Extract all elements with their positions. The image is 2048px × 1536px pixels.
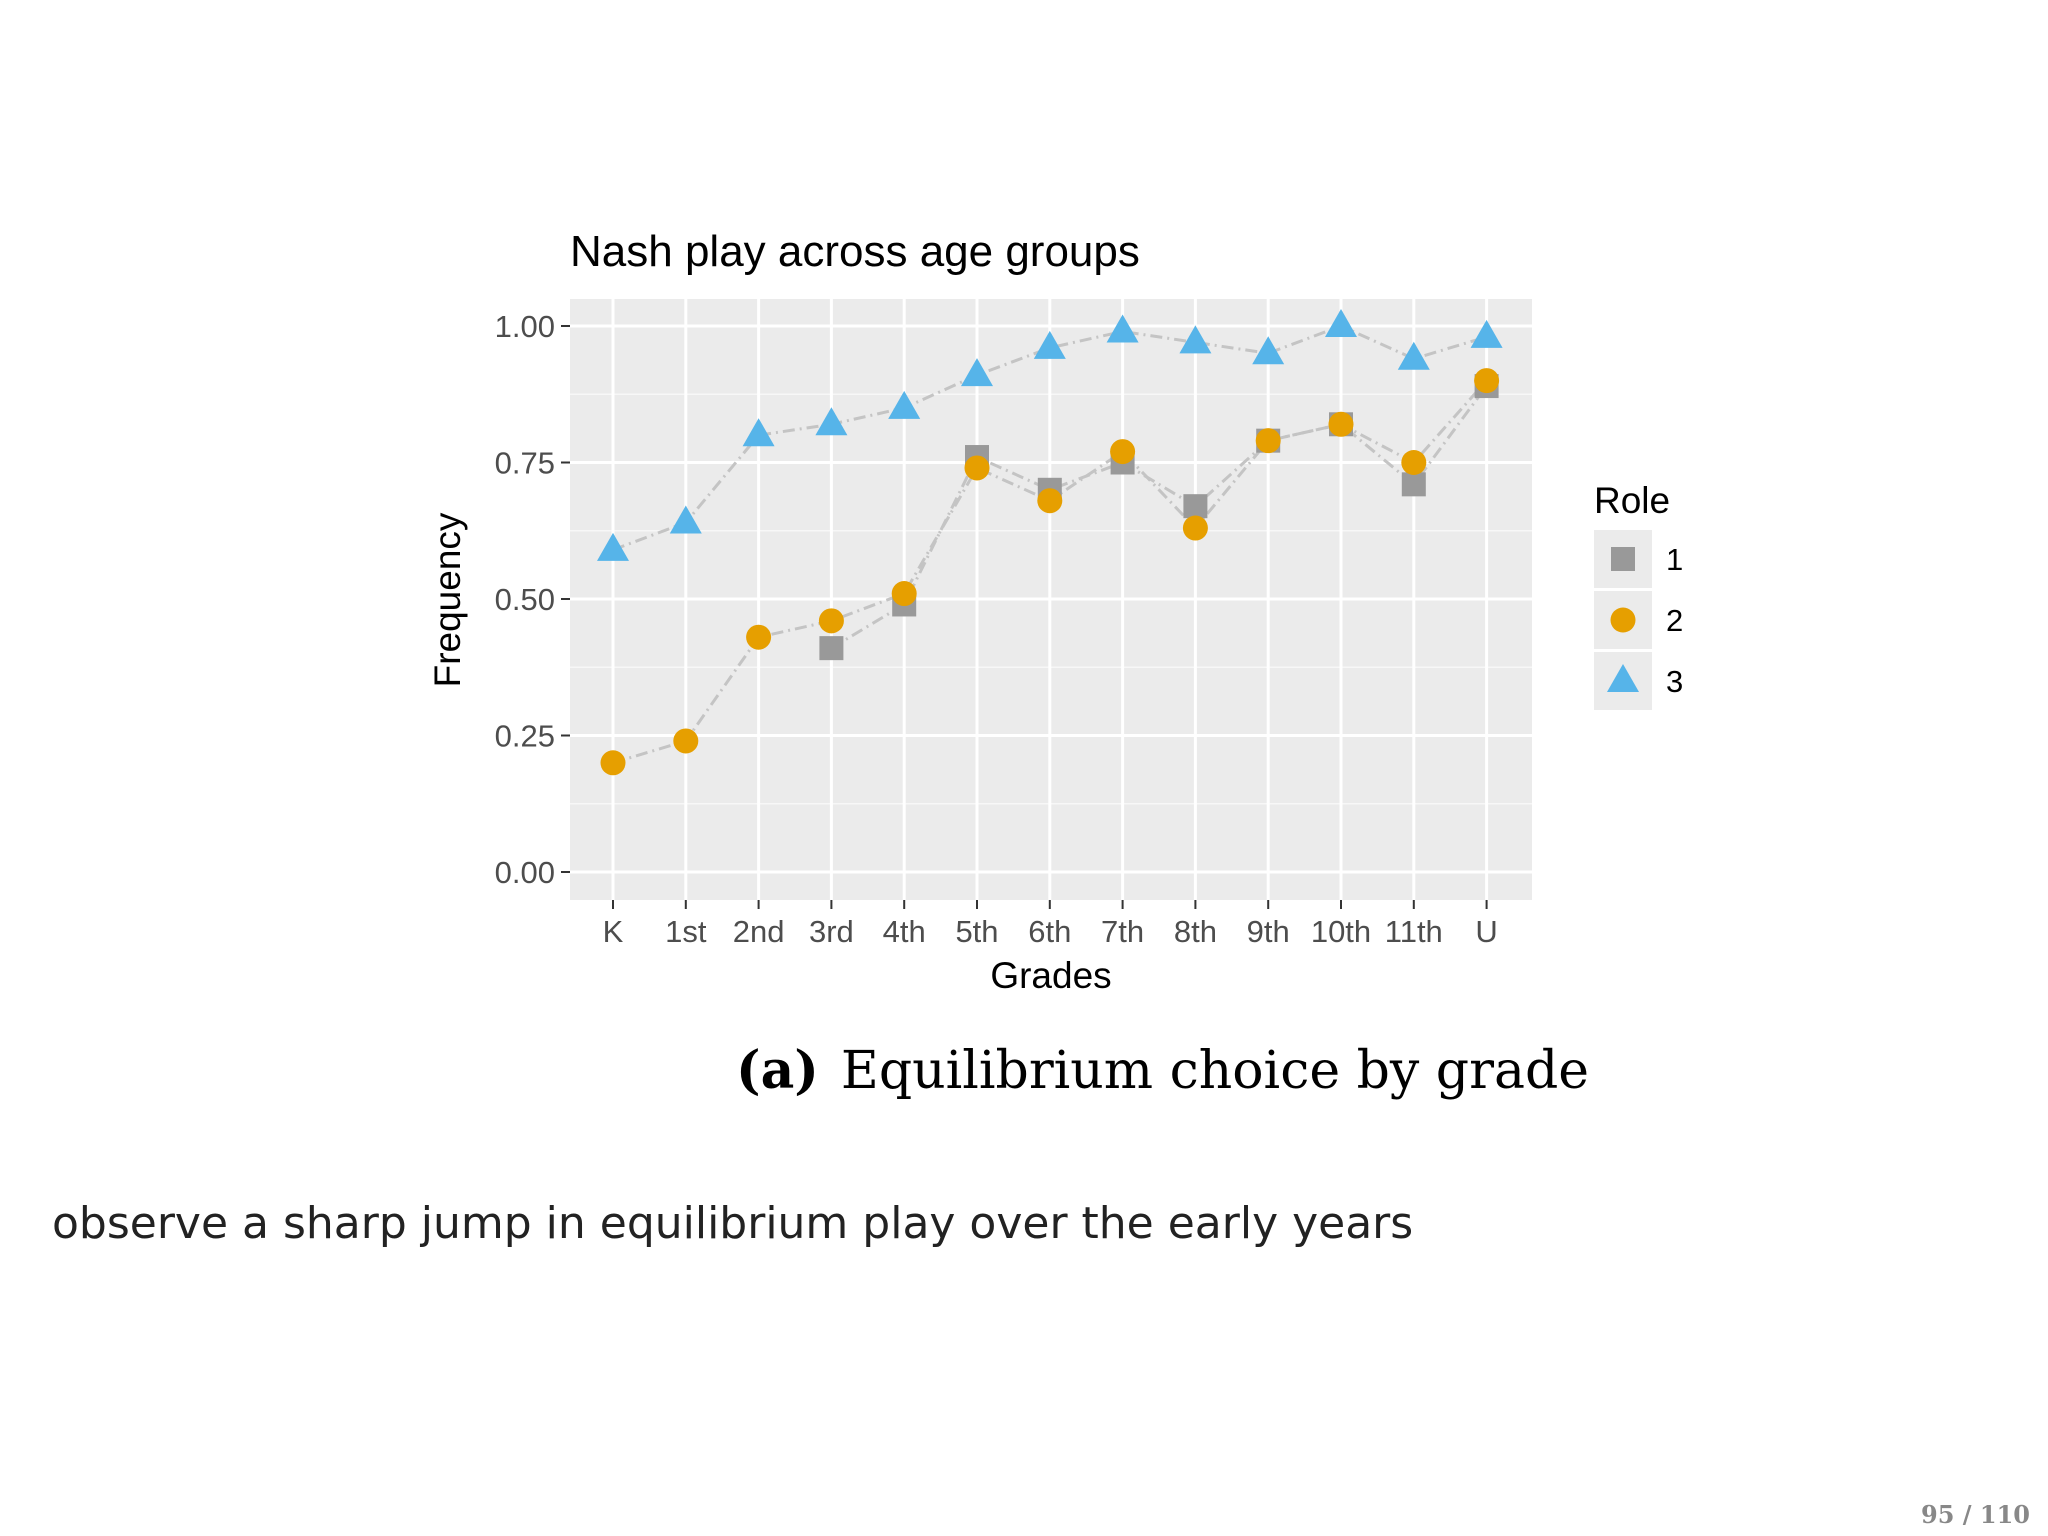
point-role-1 xyxy=(1183,494,1208,519)
point-role-3 xyxy=(1033,330,1066,359)
point-role-3 xyxy=(1252,336,1285,365)
y-tick-label: 1.00 xyxy=(495,309,555,344)
legend-title: Role xyxy=(1594,480,1670,521)
x-tick-label: 2nd xyxy=(733,914,785,949)
x-tick-label: 7th xyxy=(1101,914,1144,949)
series-line-role-1 xyxy=(830,385,1488,650)
legend-label-role-1: 1 xyxy=(1666,542,1683,577)
y-axis-label: Frequency xyxy=(427,512,468,687)
grid-lines xyxy=(570,299,1532,900)
figure-caption: (a) Equilibrium choice by grade xyxy=(736,1040,1589,1101)
y-tick-label: 0.00 xyxy=(495,855,555,890)
point-role-2 xyxy=(818,608,844,634)
point-role-3 xyxy=(815,407,848,436)
x-tick-label: 9th xyxy=(1247,914,1290,949)
slide-note: observe a sharp jump in equilibrium play… xyxy=(52,1198,1414,1249)
x-tick-label: K xyxy=(603,914,624,949)
point-role-3 xyxy=(1106,314,1139,343)
point-role-2 xyxy=(1110,439,1136,465)
point-role-1 xyxy=(1401,472,1426,497)
point-role-2 xyxy=(1037,488,1063,514)
point-role-3 xyxy=(961,358,993,387)
y-tick-label: 0.25 xyxy=(495,719,555,754)
x-tick-label: 4th xyxy=(883,914,926,949)
x-tick-label: U xyxy=(1475,914,1497,949)
x-tick-label: 10th xyxy=(1311,914,1371,949)
point-role-3 xyxy=(888,390,921,419)
x-tick-label: 6th xyxy=(1028,914,1071,949)
point-role-2 xyxy=(600,750,626,776)
legend-key-role-2 xyxy=(1610,607,1636,633)
caption-text: Equilibrium choice by grade xyxy=(840,1041,1590,1101)
data-points xyxy=(597,309,1503,776)
y-tick-label: 0.75 xyxy=(495,446,555,481)
x-axis-label: Grades xyxy=(990,955,1111,996)
legend-key-role-3 xyxy=(1607,664,1639,692)
page-number: 95 / 110 xyxy=(1921,1500,2030,1529)
point-role-3 xyxy=(597,532,629,561)
point-role-2 xyxy=(1401,450,1427,475)
point-role-2 xyxy=(1474,368,1500,394)
x-tick-label: 3rd xyxy=(809,914,854,949)
point-role-2 xyxy=(1328,411,1354,437)
x-tick-label: 11th xyxy=(1385,914,1443,949)
legend-key-role-1 xyxy=(1611,547,1635,571)
point-role-1 xyxy=(819,636,844,661)
legend-label-role-2: 2 xyxy=(1666,603,1683,638)
point-role-2 xyxy=(746,624,772,650)
point-role-2 xyxy=(1255,428,1281,454)
legend-label-role-3: 3 xyxy=(1666,664,1683,699)
point-role-2 xyxy=(891,581,917,607)
point-role-3 xyxy=(669,505,702,534)
legend: Role 1 2 3 xyxy=(1594,480,1683,710)
x-tick-label: 1st xyxy=(665,914,707,949)
x-tick-label: 8th xyxy=(1174,914,1217,949)
point-role-3 xyxy=(1470,319,1503,348)
point-role-2 xyxy=(673,728,699,754)
point-role-2 xyxy=(1182,515,1208,541)
point-role-3 xyxy=(742,418,775,447)
point-role-2 xyxy=(964,455,990,481)
point-role-3 xyxy=(1179,325,1212,354)
point-role-3 xyxy=(1397,341,1430,370)
caption-tag: (a) xyxy=(736,1040,819,1101)
chart-title: Nash play across age groups xyxy=(570,227,1140,276)
y-tick-label: 0.50 xyxy=(495,582,555,617)
x-tick-label: 5th xyxy=(955,914,998,949)
axis-ticks: 0.00 0.25 0.50 0.75 1.00 K 1st 2nd 3rd 4th 5th 6th 7… xyxy=(495,309,1498,949)
point-role-3 xyxy=(1325,309,1357,337)
